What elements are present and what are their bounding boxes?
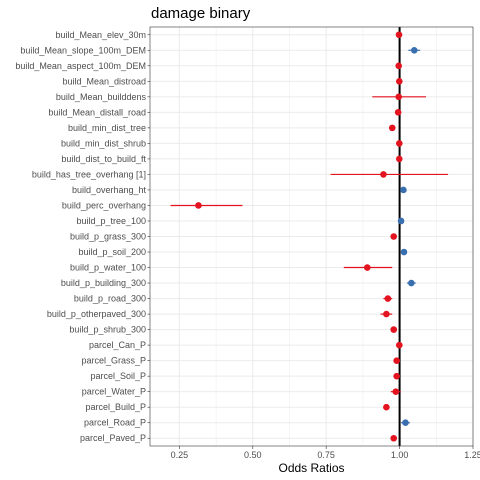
estimate-point (402, 419, 409, 427)
estimate-point (383, 403, 390, 411)
estimate-point (390, 233, 398, 240)
estimate-point (410, 46, 418, 54)
estimate-point (395, 31, 403, 39)
category-label: build_p_building_300 (61, 278, 146, 288)
category-label: build_has_tree_overhang [1] (32, 169, 146, 179)
category-label: build_Mean_elev_30m (55, 30, 146, 40)
estimate-point (390, 434, 398, 442)
x-axis-title: Odds Ratios (278, 461, 344, 475)
grid (150, 27, 474, 446)
category-label: parcel_Road_P (84, 418, 146, 428)
estimate-point (395, 93, 403, 101)
category-label: build_min_dist_tree (68, 123, 146, 133)
category-label: parcel_Water_P (82, 387, 146, 397)
category-label: build_min_dist_shrub (61, 138, 146, 148)
category-label: build_p_grass_300 (70, 232, 146, 242)
category-label: build_p_tree_100 (76, 216, 146, 226)
estimate-point (383, 310, 390, 318)
estimate-point (195, 202, 202, 209)
estimate-point (392, 388, 400, 395)
category-label: build_dist_to_build_ft (61, 154, 146, 164)
category-label: build_perc_overhang (62, 200, 146, 210)
category-label: parcel_Grass_P (81, 356, 146, 366)
category-label: parcel_Paved_P (80, 433, 146, 443)
x-tick-label: 0.25 (171, 450, 189, 460)
estimate-point (408, 279, 415, 287)
category-label: build_p_shrub_300 (69, 325, 146, 335)
estimate-point (400, 248, 408, 256)
estimate-point (394, 109, 402, 116)
estimate-point (380, 171, 387, 178)
category-label: build_p_otherpaved_300 (47, 309, 146, 319)
estimate-point (397, 217, 405, 225)
estimate-point (363, 264, 371, 271)
category-label: build_p_soil_200 (78, 247, 146, 257)
chart-title: damage binary (151, 5, 251, 22)
category-label: parcel_Soil_P (90, 371, 146, 381)
category-label: build_overhang_ht (72, 185, 147, 195)
x-axis-ticks: 0.25 0.50 0.75 1.00 1.25 (171, 446, 480, 460)
estimate-point (395, 62, 403, 70)
x-tick-label: 1.25 (464, 450, 480, 460)
estimate-point (384, 295, 392, 302)
estimate-point (390, 326, 398, 333)
estimate-point (393, 372, 400, 380)
category-labels: build_Mean_elev_30m build_Mean_slope_100m… (15, 30, 150, 443)
x-tick-label: 0.75 (317, 450, 335, 460)
estimate-point (395, 155, 403, 163)
category-label: parcel_Can_P (89, 340, 146, 350)
estimate-point (395, 140, 403, 147)
estimate-point (400, 186, 407, 194)
category-label: build_Mean_distall_road (48, 107, 146, 117)
x-tick-label: 0.50 (244, 450, 262, 460)
data-marks (170, 31, 449, 442)
category-label: build_Mean_builddens (56, 92, 147, 102)
category-label: build_Mean_slope_100m_DEM (20, 45, 146, 55)
estimate-point (388, 124, 396, 132)
category-label: parcel_Build_P (85, 402, 146, 412)
estimate-point (393, 357, 400, 364)
category-label: build_p_road_300 (74, 294, 146, 304)
category-label: build_Mean_distroad (62, 76, 146, 86)
category-label: build_p_water_100 (70, 263, 146, 273)
panel-border (149, 26, 474, 447)
category-label: build_Mean_aspect_100m_DEM (15, 61, 146, 71)
x-tick-label: 1.00 (391, 450, 409, 460)
estimate-point (395, 341, 403, 349)
estimate-point (395, 78, 403, 85)
